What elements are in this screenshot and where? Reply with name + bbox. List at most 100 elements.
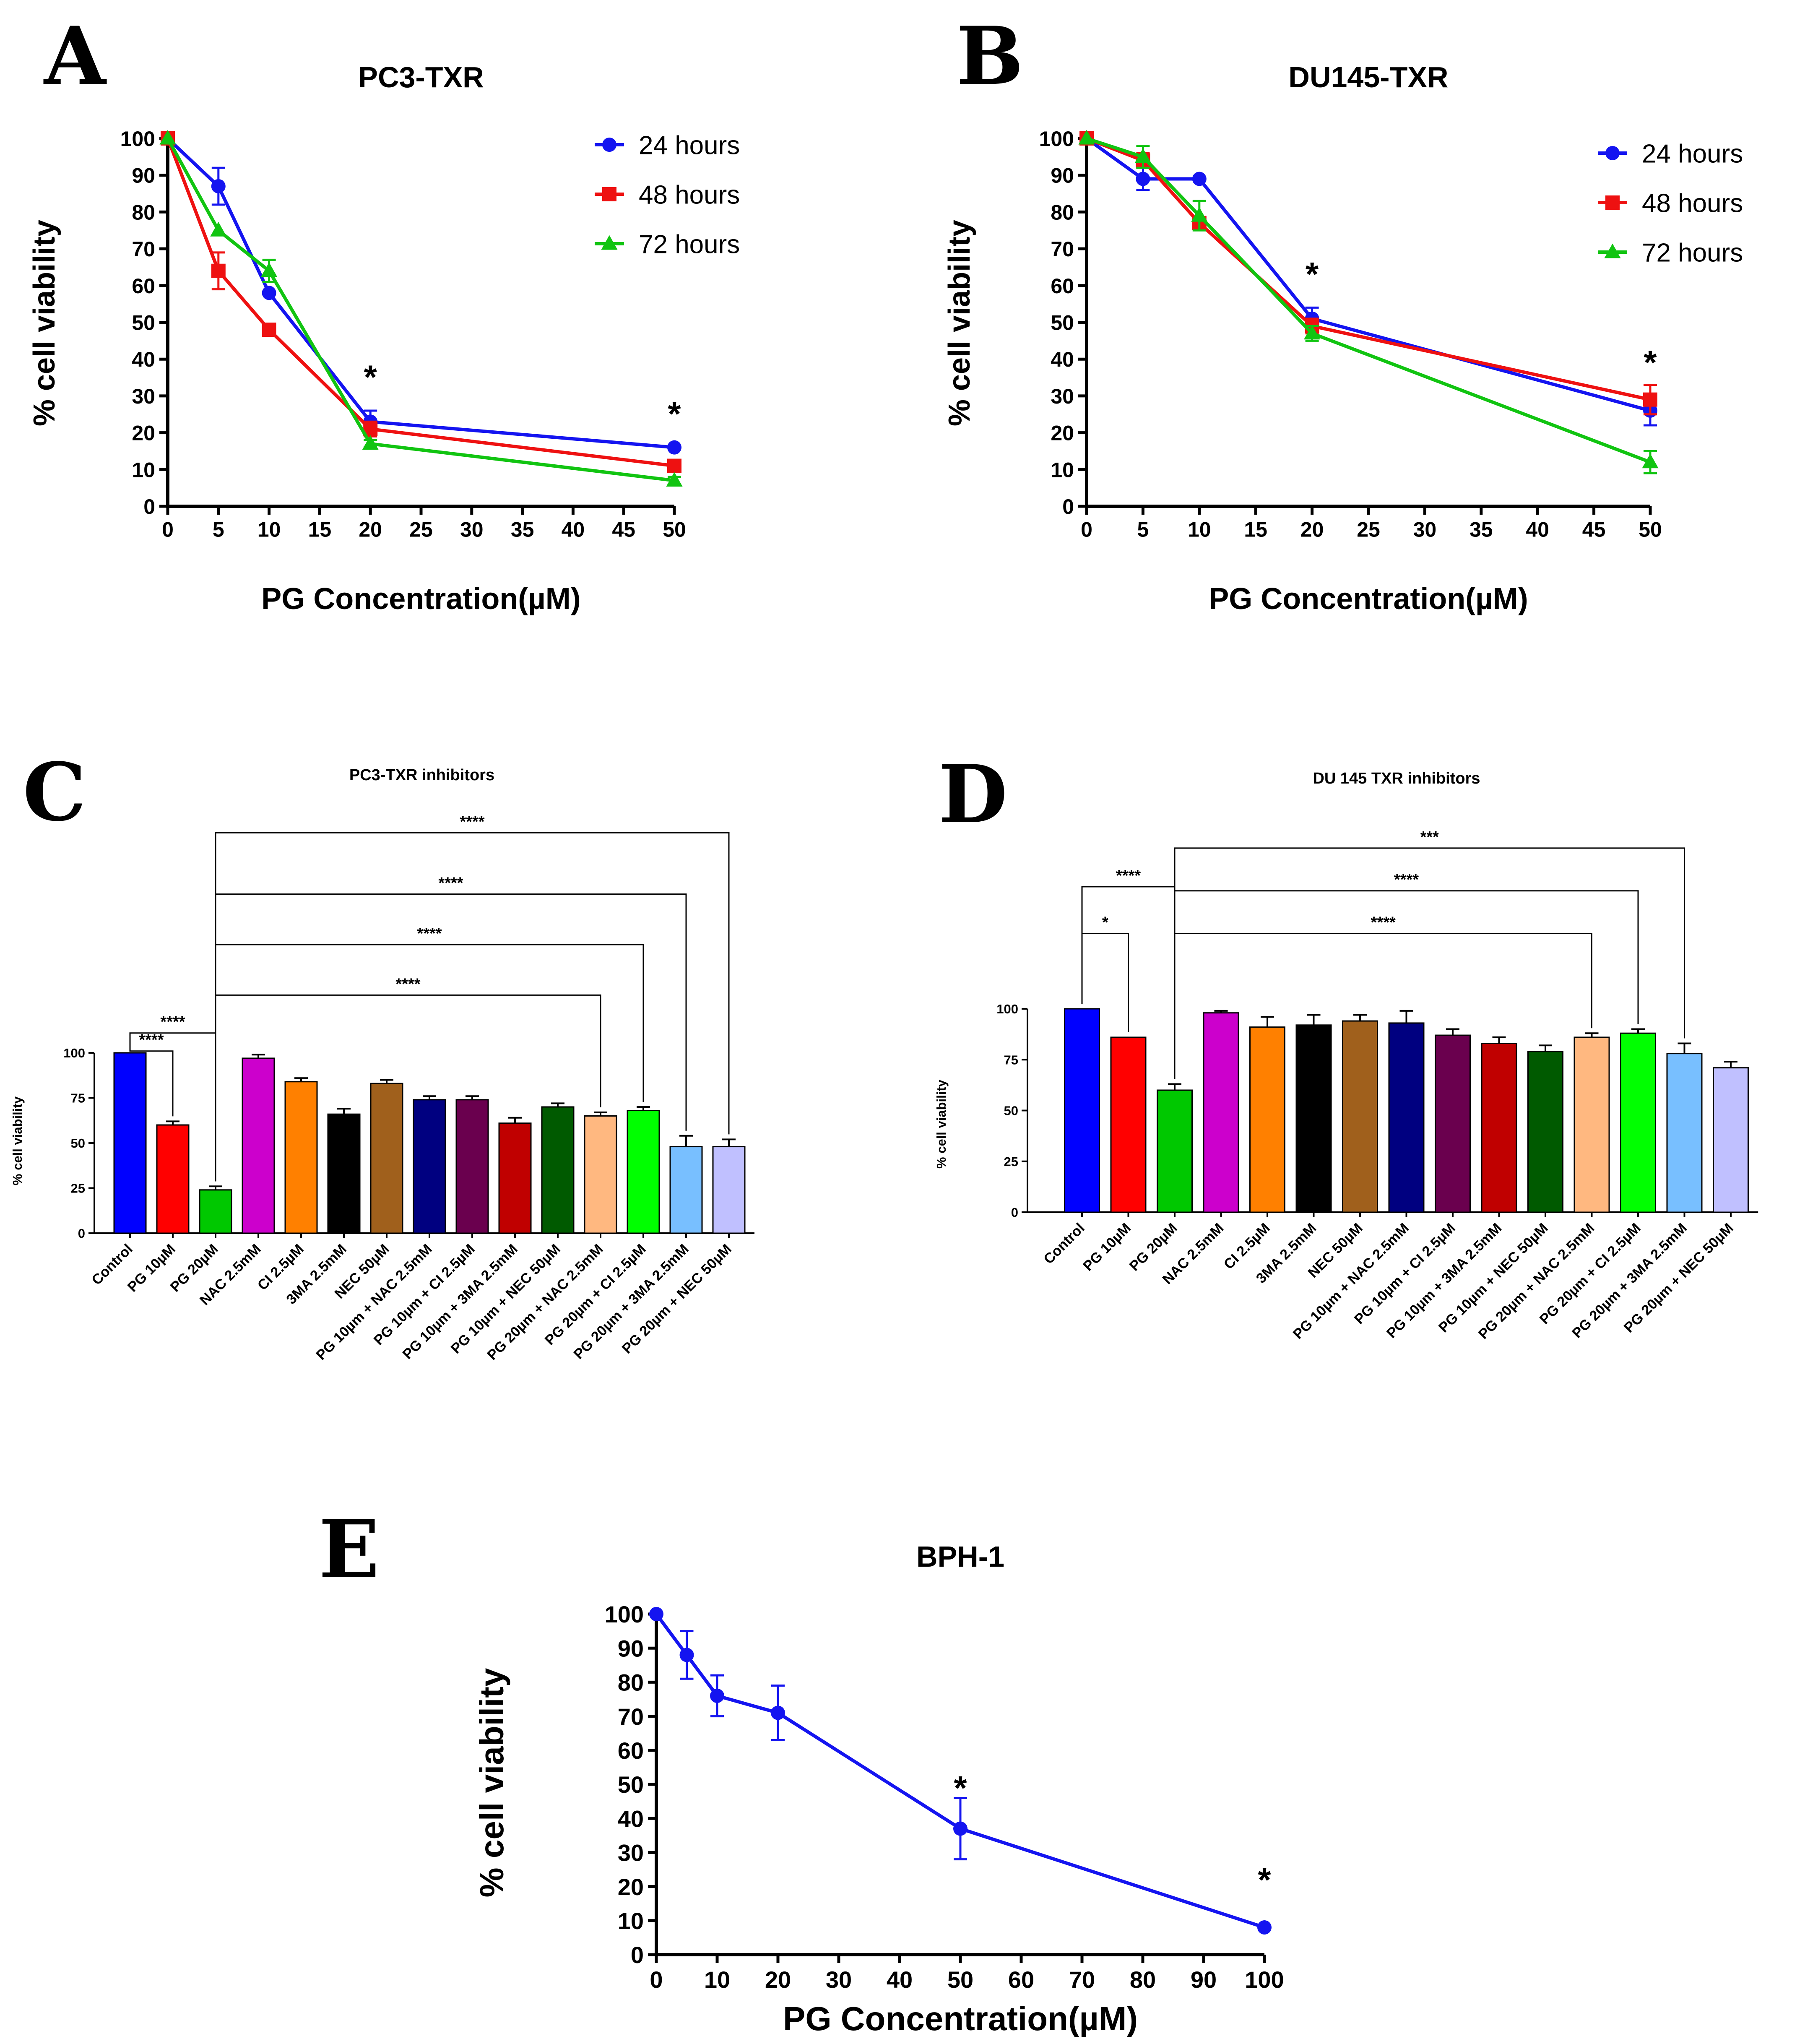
significance-label: **** [417, 925, 442, 943]
y-tick-label: 60 [618, 1737, 644, 1764]
data-point [710, 1688, 724, 1703]
data-point [667, 458, 681, 473]
x-tick-label: 5 [1137, 518, 1149, 542]
x-tick-label: 20 [1300, 518, 1324, 542]
y-axis-title: % cell viability [943, 220, 976, 426]
significance-bracket: **** [129, 1031, 174, 1117]
legend-label: 48 hours [1642, 189, 1743, 218]
x-tick-label: 30 [460, 518, 484, 542]
y-tick-label: 0 [1011, 1205, 1018, 1220]
x-tick-label: 30 [1413, 518, 1437, 542]
y-tick-label: 50 [71, 1136, 85, 1151]
bar [1666, 1053, 1703, 1213]
bar [1388, 1022, 1425, 1213]
significance-label: **** [1371, 914, 1396, 932]
bar [584, 1115, 617, 1234]
y-tick-label: 0 [631, 1942, 644, 1968]
y-tick-label: 50 [132, 311, 155, 335]
y-tick-label: 25 [1004, 1154, 1018, 1169]
x-tick-label: 15 [308, 518, 332, 542]
legend-entry: 48 hours [595, 180, 740, 209]
x-tick-label: 20 [765, 1966, 791, 1993]
x-tick-label: 0 [1081, 518, 1092, 542]
y-tick-label: 10 [132, 458, 155, 482]
legend-marker [1605, 195, 1620, 210]
significance-marker: * [364, 359, 377, 396]
y-tick-label: 20 [1051, 422, 1074, 445]
y-tick-label: 20 [132, 422, 155, 445]
chart-title: BPH-1 [916, 1540, 1004, 1573]
series-1 [1079, 131, 1657, 416]
x-tick-label: 10 [1188, 518, 1211, 542]
panel-letter: A [43, 9, 107, 103]
bar [242, 1057, 275, 1234]
category-label: Control [1040, 1220, 1087, 1267]
bar [1157, 1089, 1193, 1213]
data-point [211, 263, 226, 278]
significance-label: **** [1394, 871, 1419, 889]
chart-title: PC3-TXR [358, 61, 484, 94]
bar [712, 1146, 746, 1234]
legend-marker [1604, 243, 1621, 258]
data-point [953, 1821, 968, 1836]
y-tick-label: 80 [1051, 200, 1074, 224]
data-point [262, 286, 276, 300]
y-tick-label: 50 [1051, 311, 1074, 335]
x-tick-label: 90 [1191, 1966, 1217, 1993]
y-tick-label: 90 [1051, 164, 1074, 187]
significance-label: * [1102, 914, 1108, 932]
y-tick-label: 100 [1039, 127, 1074, 151]
x-tick-label: 20 [359, 518, 382, 542]
x-tick-label: 30 [826, 1966, 852, 1993]
significance-label: **** [139, 1031, 164, 1049]
bar [1064, 1008, 1100, 1213]
x-tick-label: 50 [1639, 518, 1662, 542]
x-tick-label: 40 [887, 1966, 913, 1993]
bar [1527, 1051, 1563, 1213]
legend-entry: 72 hours [595, 230, 740, 259]
x-tick-label: 25 [1357, 518, 1380, 542]
panel-letter: B [956, 9, 1024, 103]
legend-marker [602, 138, 616, 152]
bar [370, 1083, 403, 1234]
y-tick-label: 10 [618, 1908, 644, 1934]
y-axis-title: % cell viability [934, 1079, 949, 1169]
y-tick-label: 10 [1051, 458, 1074, 482]
y-tick-label: 0 [143, 495, 155, 518]
x-tick-label: 70 [1069, 1966, 1095, 1993]
bar [113, 1052, 147, 1234]
bracket-line [215, 832, 730, 1182]
y-tick-label: 70 [132, 237, 155, 261]
data-point [159, 130, 176, 145]
data-point [771, 1706, 785, 1720]
series-line [166, 138, 675, 468]
y-axis-title: % cell viability [28, 220, 61, 426]
significance-label: *** [1420, 828, 1439, 846]
significance-bracket: **** [215, 813, 730, 1182]
legend-entry: 72 hours [1598, 238, 1743, 267]
bar [669, 1146, 703, 1234]
data-point [679, 1648, 694, 1662]
x-tick-label: 25 [409, 518, 433, 542]
chart-title: DU 145 TXR inhibitors [1313, 770, 1480, 787]
bar [1110, 1036, 1147, 1213]
y-tick-label: 40 [132, 348, 155, 371]
y-axis-title: % cell viability [10, 1096, 25, 1185]
x-tick-label: 40 [562, 518, 585, 542]
data-point [1304, 325, 1321, 340]
series-2 [1078, 130, 1659, 474]
series-line [1086, 137, 1651, 464]
legend-entry: 48 hours [1598, 189, 1743, 218]
bar [1295, 1024, 1332, 1213]
panel-letter: C [23, 745, 86, 839]
x-axis-title: PG Concentration(µM) [783, 2000, 1138, 2037]
x-tick-label: 40 [1526, 518, 1549, 542]
chart-title: DU145-TXR [1288, 61, 1448, 94]
bar [498, 1122, 532, 1234]
legend-entry: 24 hours [1598, 139, 1743, 168]
significance-label: **** [438, 875, 463, 892]
legend-label: 72 hours [1642, 238, 1743, 267]
legend-marker [601, 235, 618, 250]
data-point [211, 179, 226, 194]
